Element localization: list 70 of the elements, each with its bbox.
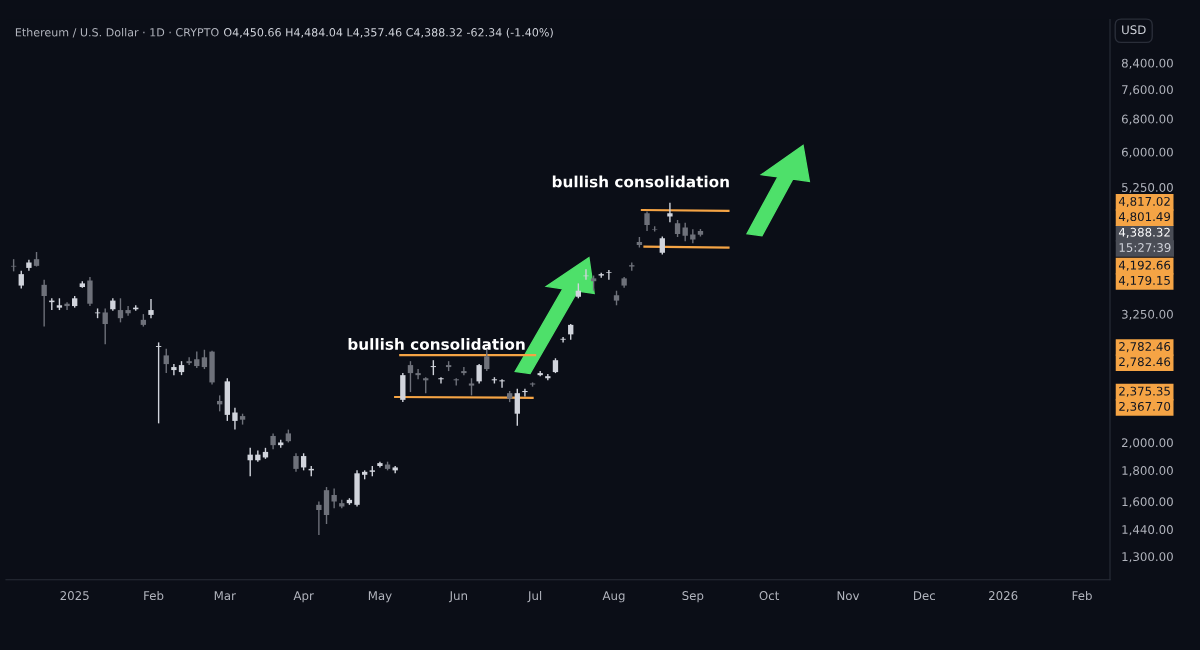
x-tick-label: May: [368, 591, 392, 603]
text: 4,179.15: [1118, 275, 1170, 287]
candlestick: [331, 487, 337, 509]
x-tick-label: Oct: [759, 591, 780, 601]
candlestick: [186, 356, 192, 366]
x-tick-label: Feb: [1072, 590, 1092, 601]
candlestick: [667, 202, 673, 223]
text: 15:27:39: [1119, 243, 1171, 252]
text: 2,782.46: [1119, 357, 1171, 368]
x-tick-label: Mar: [214, 591, 236, 601]
annotation: bullish consolidation: [348, 338, 525, 350]
candlestick: [514, 388, 520, 427]
y-tick-label: 1,440.00: [1122, 525, 1173, 536]
x-tick-label: Sep: [682, 591, 704, 603]
candlestick: [125, 305, 131, 317]
candlestick: [522, 388, 528, 398]
text: 4,801.49: [1118, 212, 1171, 223]
text: 2,782.46: [1119, 342, 1171, 353]
x-tick-label: Feb: [144, 590, 164, 601]
text: O4,450.66 H4,484.04 L4,357.46 C4,388.32 -62.34 (-1.40%): [223, 27, 553, 38]
candlestick: [148, 298, 154, 319]
x-tick-label: Nov: [837, 591, 860, 601]
candlestick: [155, 341, 162, 425]
candlestick: [201, 349, 208, 370]
text: 4,388.32: [1118, 227, 1170, 238]
candlestick: [293, 452, 299, 473]
candlestick: [682, 222, 688, 242]
candlestick: [171, 363, 177, 376]
candlestick: [438, 376, 444, 385]
candlestick: [499, 378, 505, 389]
x-tick-label: 2026: [989, 591, 1018, 601]
candlestick: [87, 276, 93, 307]
x-tick-label: Apr: [293, 591, 314, 603]
y-tick-label: 3,250.00: [1122, 309, 1173, 320]
x-tick-label: Jun: [448, 591, 468, 603]
candlestick: [102, 307, 108, 345]
y-tick-label: 6,000.00: [1121, 147, 1173, 158]
text: USD: [1122, 25, 1146, 35]
y-tick-label: 1,800.00: [1122, 466, 1173, 477]
x-tick-label: Dec: [914, 591, 935, 601]
text: 4,192.66: [1118, 260, 1171, 271]
candlestick: [407, 360, 414, 393]
y-tick-label: 5,250.00: [1122, 182, 1173, 194]
x-tick-label: 2025: [60, 591, 89, 601]
y-tick-label: 1,300.00: [1122, 552, 1173, 563]
candlestick: [415, 368, 421, 380]
candlestick: [461, 366, 467, 376]
candlestick: [232, 407, 238, 431]
annotation: bullish consolidation: [552, 175, 729, 188]
candlestick: [659, 235, 665, 256]
candlestick: [316, 500, 322, 536]
candlestick: [41, 279, 47, 328]
candlestick: [117, 297, 124, 324]
y-tick-label: 8,400.00: [1121, 58, 1173, 69]
candlestick: [560, 336, 566, 344]
candlestick: [163, 348, 169, 374]
y-tick-label: 2,000.00: [1121, 438, 1173, 449]
text: Ethereum / U.S. Dollar · 1D · CRYPTO: [15, 27, 219, 38]
candlestick: [606, 269, 612, 281]
candlestick: [64, 301, 70, 311]
y-tick-label: 6,800.00: [1121, 114, 1173, 125]
candlestick: [644, 210, 650, 232]
x-tick-label: Jul: [527, 590, 542, 603]
text: 2,375.35: [1119, 386, 1170, 397]
y-tick-label: 1,600.00: [1122, 497, 1173, 508]
candlestick: [476, 363, 482, 385]
x-tick-label: Aug: [602, 591, 625, 603]
text: 2,367.70: [1119, 401, 1171, 413]
text: 4,817.02: [1118, 196, 1170, 208]
y-tick-label: 7,600.00: [1122, 85, 1173, 96]
